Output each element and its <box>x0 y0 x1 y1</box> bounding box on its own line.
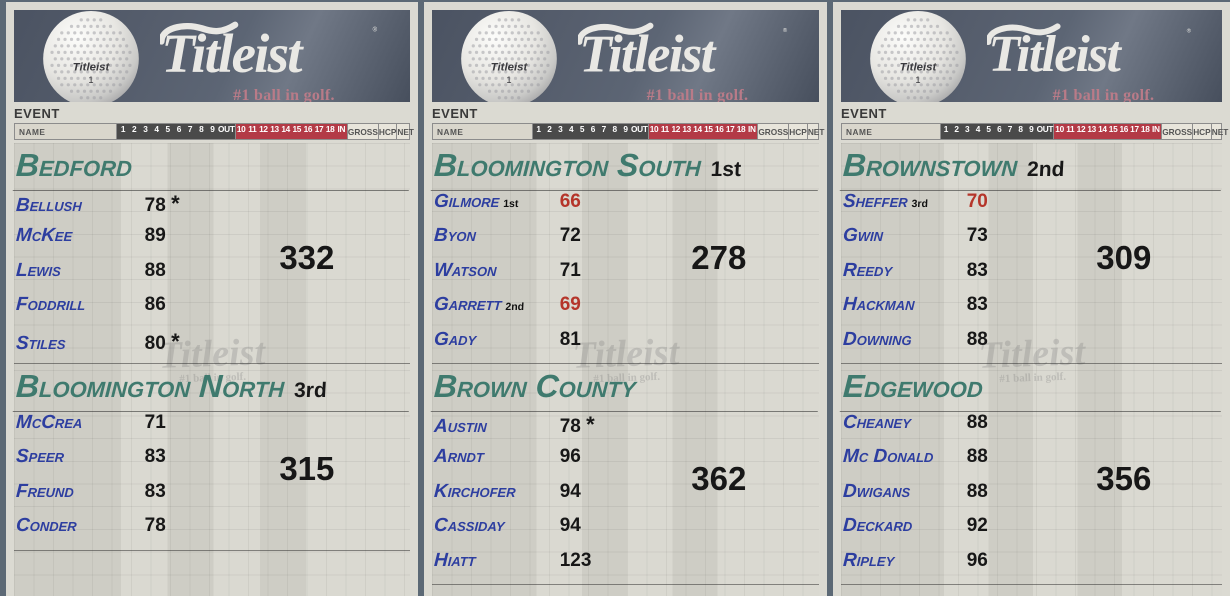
svg-text:Titleist: Titleist <box>988 26 1122 83</box>
svg-text:®: ® <box>373 27 378 34</box>
svg-text:Titleist: Titleist <box>491 61 529 73</box>
svg-text:Titleist: Titleist <box>900 61 938 73</box>
svg-text:1: 1 <box>506 75 511 85</box>
svg-text:®: ® <box>783 27 788 34</box>
svg-text:®: ® <box>1187 28 1192 35</box>
svg-text:Titleist: Titleist <box>579 25 717 83</box>
svg-text:Titleist: Titleist <box>161 23 304 84</box>
svg-text:1: 1 <box>915 75 920 85</box>
svg-text:Titleist: Titleist <box>73 61 111 73</box>
svg-text:1: 1 <box>88 75 93 85</box>
